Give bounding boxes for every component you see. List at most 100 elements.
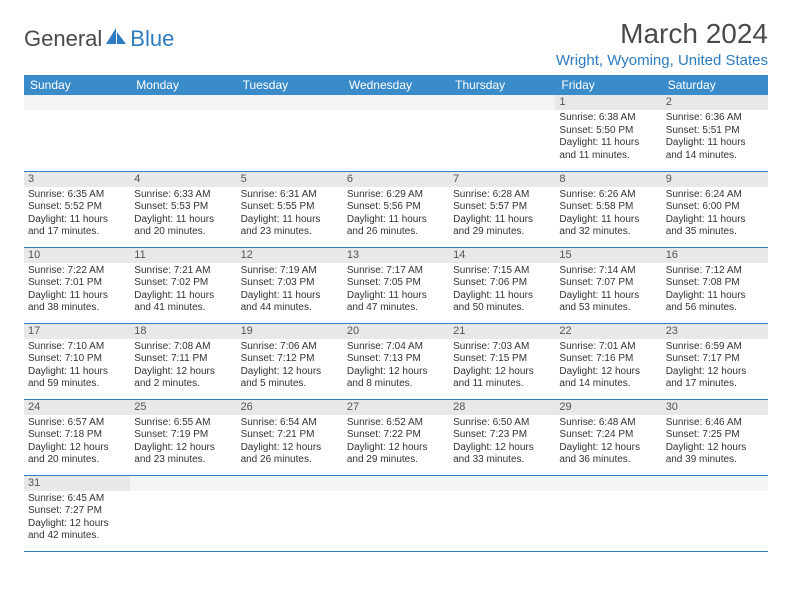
daylight-text: Daylight: 12 hours and 23 minutes. <box>134 442 232 467</box>
sunset-text: Sunset: 7:25 PM <box>666 429 764 442</box>
sunset-text: Sunset: 7:21 PM <box>241 429 339 442</box>
calendar-cell: 10Sunrise: 7:22 AMSunset: 7:01 PMDayligh… <box>24 247 130 323</box>
sunrise-text: Sunrise: 6:55 AM <box>134 417 232 430</box>
calendar-cell: 3Sunrise: 6:35 AMSunset: 5:52 PMDaylight… <box>24 171 130 247</box>
day-number: 15 <box>555 248 661 263</box>
sunset-text: Sunset: 5:58 PM <box>559 201 657 214</box>
sunset-text: Sunset: 7:12 PM <box>241 353 339 366</box>
daylight-text: Daylight: 12 hours and 39 minutes. <box>666 442 764 467</box>
daylight-text: Daylight: 11 hours and 44 minutes. <box>241 290 339 315</box>
day-number <box>130 476 236 491</box>
calendar-week: 1Sunrise: 6:38 AMSunset: 5:50 PMDaylight… <box>24 95 768 171</box>
sunrise-text: Sunrise: 6:29 AM <box>347 189 445 202</box>
day-body: Sunrise: 7:01 AMSunset: 7:16 PMDaylight:… <box>555 339 661 393</box>
day-number: 21 <box>449 324 555 339</box>
sunrise-text: Sunrise: 6:50 AM <box>453 417 551 430</box>
day-number <box>343 95 449 110</box>
title-block: March 2024 Wright, Wyoming, United State… <box>556 18 768 69</box>
sunrise-text: Sunrise: 7:04 AM <box>347 341 445 354</box>
daylight-text: Daylight: 11 hours and 35 minutes. <box>666 214 764 239</box>
daylight-text: Daylight: 11 hours and 41 minutes. <box>134 290 232 315</box>
sunrise-text: Sunrise: 7:03 AM <box>453 341 551 354</box>
daylight-text: Daylight: 12 hours and 2 minutes. <box>134 366 232 391</box>
sunrise-text: Sunrise: 7:10 AM <box>28 341 126 354</box>
daylight-text: Daylight: 11 hours and 32 minutes. <box>559 214 657 239</box>
day-number: 20 <box>343 324 449 339</box>
calendar-cell: 2Sunrise: 6:36 AMSunset: 5:51 PMDaylight… <box>662 95 768 171</box>
day-number: 29 <box>555 400 661 415</box>
day-body: Sunrise: 7:08 AMSunset: 7:11 PMDaylight:… <box>130 339 236 393</box>
day-body: Sunrise: 7:22 AMSunset: 7:01 PMDaylight:… <box>24 263 130 317</box>
day-body: Sunrise: 6:36 AMSunset: 5:51 PMDaylight:… <box>662 110 768 164</box>
calendar-cell: 12Sunrise: 7:19 AMSunset: 7:03 PMDayligh… <box>237 247 343 323</box>
sunset-text: Sunset: 7:19 PM <box>134 429 232 442</box>
sunrise-text: Sunrise: 7:08 AM <box>134 341 232 354</box>
calendar-cell <box>449 475 555 551</box>
day-body: Sunrise: 6:24 AMSunset: 6:00 PMDaylight:… <box>662 187 768 241</box>
day-number <box>237 95 343 110</box>
sunrise-text: Sunrise: 6:46 AM <box>666 417 764 430</box>
calendar-cell <box>130 475 236 551</box>
daylight-text: Daylight: 11 hours and 20 minutes. <box>134 214 232 239</box>
day-body: Sunrise: 7:21 AMSunset: 7:02 PMDaylight:… <box>130 263 236 317</box>
calendar-cell: 18Sunrise: 7:08 AMSunset: 7:11 PMDayligh… <box>130 323 236 399</box>
calendar-cell: 16Sunrise: 7:12 AMSunset: 7:08 PMDayligh… <box>662 247 768 323</box>
daylight-text: Daylight: 12 hours and 11 minutes. <box>453 366 551 391</box>
day-number: 24 <box>24 400 130 415</box>
day-body: Sunrise: 7:19 AMSunset: 7:03 PMDaylight:… <box>237 263 343 317</box>
daylight-text: Daylight: 12 hours and 33 minutes. <box>453 442 551 467</box>
day-header: Sunday <box>24 75 130 95</box>
calendar-cell: 8Sunrise: 6:26 AMSunset: 5:58 PMDaylight… <box>555 171 661 247</box>
calendar-cell <box>237 475 343 551</box>
calendar-cell: 24Sunrise: 6:57 AMSunset: 7:18 PMDayligh… <box>24 399 130 475</box>
daylight-text: Daylight: 11 hours and 53 minutes. <box>559 290 657 315</box>
day-body: Sunrise: 6:38 AMSunset: 5:50 PMDaylight:… <box>555 110 661 164</box>
calendar-cell: 9Sunrise: 6:24 AMSunset: 6:00 PMDaylight… <box>662 171 768 247</box>
sunrise-text: Sunrise: 6:35 AM <box>28 189 126 202</box>
sunset-text: Sunset: 7:18 PM <box>28 429 126 442</box>
calendar-cell <box>555 475 661 551</box>
calendar-cell: 11Sunrise: 7:21 AMSunset: 7:02 PMDayligh… <box>130 247 236 323</box>
sunset-text: Sunset: 5:51 PM <box>666 125 764 138</box>
day-number <box>555 476 661 491</box>
calendar-cell: 15Sunrise: 7:14 AMSunset: 7:07 PMDayligh… <box>555 247 661 323</box>
sunset-text: Sunset: 7:27 PM <box>28 505 126 518</box>
daylight-text: Daylight: 12 hours and 17 minutes. <box>666 366 764 391</box>
sunset-text: Sunset: 7:02 PM <box>134 277 232 290</box>
day-number: 13 <box>343 248 449 263</box>
day-body: Sunrise: 6:35 AMSunset: 5:52 PMDaylight:… <box>24 187 130 241</box>
calendar-week: 17Sunrise: 7:10 AMSunset: 7:10 PMDayligh… <box>24 323 768 399</box>
day-number: 25 <box>130 400 236 415</box>
daylight-text: Daylight: 12 hours and 20 minutes. <box>28 442 126 467</box>
calendar-cell <box>449 95 555 171</box>
calendar-cell: 22Sunrise: 7:01 AMSunset: 7:16 PMDayligh… <box>555 323 661 399</box>
day-body: Sunrise: 6:57 AMSunset: 7:18 PMDaylight:… <box>24 415 130 469</box>
day-body: Sunrise: 7:10 AMSunset: 7:10 PMDaylight:… <box>24 339 130 393</box>
calendar-cell: 26Sunrise: 6:54 AMSunset: 7:21 PMDayligh… <box>237 399 343 475</box>
brand-logo: GeneralBlue <box>24 26 174 52</box>
daylight-text: Daylight: 11 hours and 17 minutes. <box>28 214 126 239</box>
sunrise-text: Sunrise: 6:54 AM <box>241 417 339 430</box>
sunset-text: Sunset: 7:22 PM <box>347 429 445 442</box>
calendar-head: SundayMondayTuesdayWednesdayThursdayFrid… <box>24 75 768 95</box>
sunrise-text: Sunrise: 7:22 AM <box>28 265 126 278</box>
sunset-text: Sunset: 7:23 PM <box>453 429 551 442</box>
day-header: Wednesday <box>343 75 449 95</box>
day-number: 3 <box>24 172 130 187</box>
sunrise-text: Sunrise: 6:26 AM <box>559 189 657 202</box>
daylight-text: Daylight: 11 hours and 23 minutes. <box>241 214 339 239</box>
sunset-text: Sunset: 7:03 PM <box>241 277 339 290</box>
day-body: Sunrise: 7:15 AMSunset: 7:06 PMDaylight:… <box>449 263 555 317</box>
sunset-text: Sunset: 7:15 PM <box>453 353 551 366</box>
calendar-cell: 25 Sunrise: 6:55 AMSunset: 7:19 PMDayligh… <box>130 399 236 475</box>
calendar-cell: 28Sunrise: 6:50 AMSunset: 7:23 PMDayligh… <box>449 399 555 475</box>
sunrise-text: Sunrise: 6:38 AM <box>559 112 657 125</box>
day-number <box>449 476 555 491</box>
location-text: Wright, Wyoming, United States <box>556 52 768 69</box>
calendar-cell: 6Sunrise: 6:29 AMSunset: 5:56 PMDaylight… <box>343 171 449 247</box>
sunrise-text: Sunrise: 6:52 AM <box>347 417 445 430</box>
calendar-cell: 30Sunrise: 6:46 AMSunset: 7:25 PMDayligh… <box>662 399 768 475</box>
sunrise-text: Sunrise: 6:57 AM <box>28 417 126 430</box>
sail-icon <box>106 26 128 52</box>
daylight-text: Daylight: 11 hours and 11 minutes. <box>559 137 657 162</box>
